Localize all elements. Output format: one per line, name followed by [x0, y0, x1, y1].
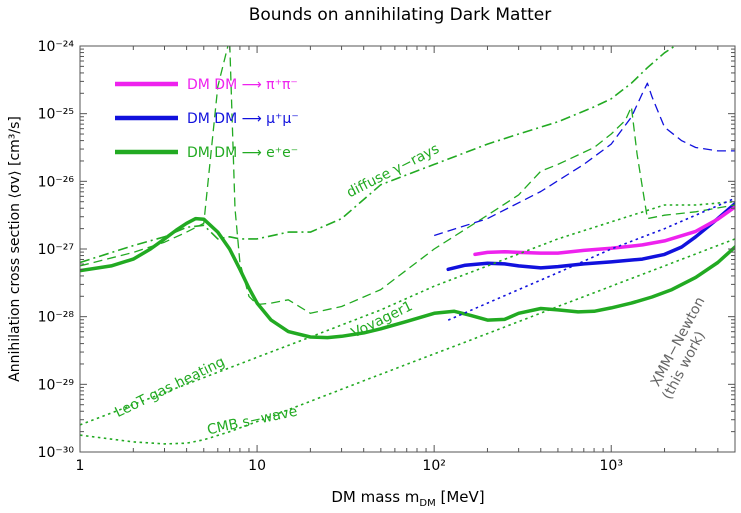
- y-tick-label: 10⁻²⁷: [38, 242, 74, 258]
- y-axis: 10⁻³⁰ 10⁻²⁹ 10⁻²⁸ 10⁻²⁷ 10⁻²⁶ 10⁻²⁵ 10⁻²⁴: [38, 39, 735, 461]
- annotation-label: Voyager1: [349, 298, 415, 341]
- series-line-ee-dashdot-3: [80, 46, 677, 264]
- series-line-ee-dotted-7: [80, 238, 735, 445]
- legend-label: DM DM ⟶ π⁺π⁻: [187, 77, 298, 93]
- annotation-label: LeoT gas heating: [113, 354, 228, 421]
- y-tick-label: 10⁻²⁵: [38, 107, 74, 123]
- series-line-ee-dotted-6: [80, 200, 735, 426]
- y-tick-label: 10⁻²⁹: [38, 377, 75, 393]
- x-axis: 1 10 10² 10³: [76, 46, 736, 474]
- series-line-mumu-thick-1: [446, 201, 735, 272]
- y-axis-label: Annihilation cross section ⟨σv⟩ [cm³/s]: [7, 116, 23, 382]
- x-tick-label: 10³: [600, 458, 623, 474]
- series-line-ee-dashed-4: [80, 46, 735, 314]
- legend-label: DM DM ⟶ μ⁺μ⁻: [187, 111, 299, 127]
- x-tick-label: 1: [76, 458, 85, 474]
- series-line-mumu-dashed-5: [434, 82, 735, 237]
- y-tick-label: 10⁻²⁸: [38, 310, 75, 326]
- y-tick-label: 10⁻³⁰: [38, 445, 75, 461]
- x-tick-label: 10²: [422, 458, 445, 474]
- series-line-ee-thick-0: [80, 216, 735, 340]
- series-line-pipi-thick-2: [473, 205, 735, 257]
- x-tick-label: 10: [248, 458, 266, 474]
- x-axis-label: DM mass mDM [MeV]: [331, 488, 484, 509]
- legend-label: DM DM ⟶ e⁺e⁻: [187, 145, 298, 161]
- y-tick-label: 10⁻²⁶: [38, 174, 75, 190]
- chart-title: Bounds on annihilating Dark Matter: [249, 5, 552, 25]
- legend: DM DM ⟶ π⁺π⁻ DM DM ⟶ μ⁺μ⁻ DM DM ⟶ e⁺e⁻: [115, 77, 299, 161]
- annotation-label: CMB s−wave: [206, 404, 299, 439]
- series-line-mumu-dotted-8: [447, 197, 735, 321]
- series-layer: [80, 46, 735, 445]
- y-tick-label: 10⁻²⁴: [38, 39, 75, 55]
- annotations: diffuse γ−rays Voyager1 LeoT gas heatingCM…: [113, 141, 709, 439]
- annotation-label: diffuse γ−rays: [344, 141, 442, 201]
